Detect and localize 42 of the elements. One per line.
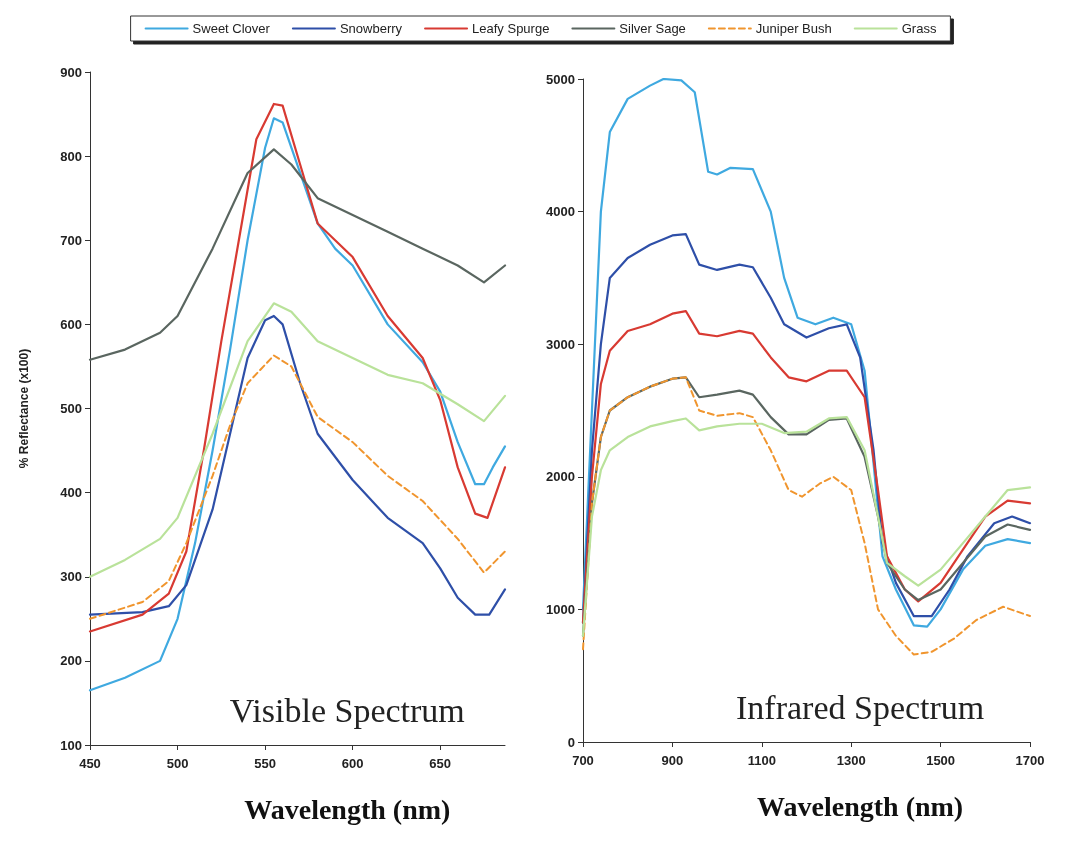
legend-label: Grass bbox=[901, 21, 937, 36]
x-tick-label: 1300 bbox=[836, 753, 866, 768]
y-tick-label: 3000 bbox=[546, 336, 575, 352]
y-tick-label: 5000 bbox=[546, 71, 575, 87]
y-tick-label: 900 bbox=[60, 64, 82, 80]
x-tick-label: 500 bbox=[166, 756, 189, 771]
y-tick-label: 500 bbox=[60, 401, 82, 416]
x-axis-title: Wavelength (nm) bbox=[757, 790, 964, 822]
x-tick-label: 900 bbox=[661, 753, 684, 768]
x-tick-label: 1700 bbox=[1015, 753, 1045, 768]
y-tick-label: 1000 bbox=[546, 601, 575, 617]
y-tick-label: 400 bbox=[60, 485, 82, 501]
annotation: Visible Spectrum bbox=[229, 691, 465, 729]
y-axis-title: % Reflectance (x100) bbox=[17, 348, 31, 469]
y-tick-label: 0 bbox=[567, 734, 575, 750]
x-tick-label: 450 bbox=[79, 756, 101, 771]
y-tick-label: 800 bbox=[60, 148, 82, 164]
legend-label: Silver Sage bbox=[619, 21, 686, 36]
line-series bbox=[581, 416, 1032, 638]
legend-label: Sweet Clover bbox=[192, 21, 271, 36]
y-tick-label: 4000 bbox=[546, 204, 575, 220]
legend-label: Juniper Bush bbox=[755, 21, 832, 36]
legend-label: Leafy Spurge bbox=[472, 21, 550, 36]
x-tick-label: 650 bbox=[429, 756, 452, 771]
legend-label: Snowberry bbox=[339, 21, 403, 36]
x-tick-label: 600 bbox=[341, 756, 364, 771]
line-series bbox=[581, 309, 1032, 624]
x-tick-label: 1500 bbox=[926, 753, 956, 768]
x-tick-label: 700 bbox=[572, 753, 594, 768]
x-axis-title: Wavelength (nm) bbox=[244, 793, 451, 825]
y-tick-label: 600 bbox=[60, 316, 82, 332]
line-series bbox=[581, 77, 1032, 628]
y-tick-label: 300 bbox=[60, 569, 82, 585]
x-tick-label: 550 bbox=[254, 756, 276, 771]
annotation: Infrared Spectrum bbox=[736, 688, 985, 726]
line-series bbox=[88, 302, 507, 578]
y-tick-label: 200 bbox=[60, 653, 82, 669]
y-tick-label: 100 bbox=[60, 737, 82, 753]
line-series bbox=[88, 148, 507, 361]
y-tick-label: 2000 bbox=[546, 469, 575, 485]
x-tick-label: 1100 bbox=[747, 753, 776, 768]
y-tick-label: 700 bbox=[60, 232, 82, 248]
